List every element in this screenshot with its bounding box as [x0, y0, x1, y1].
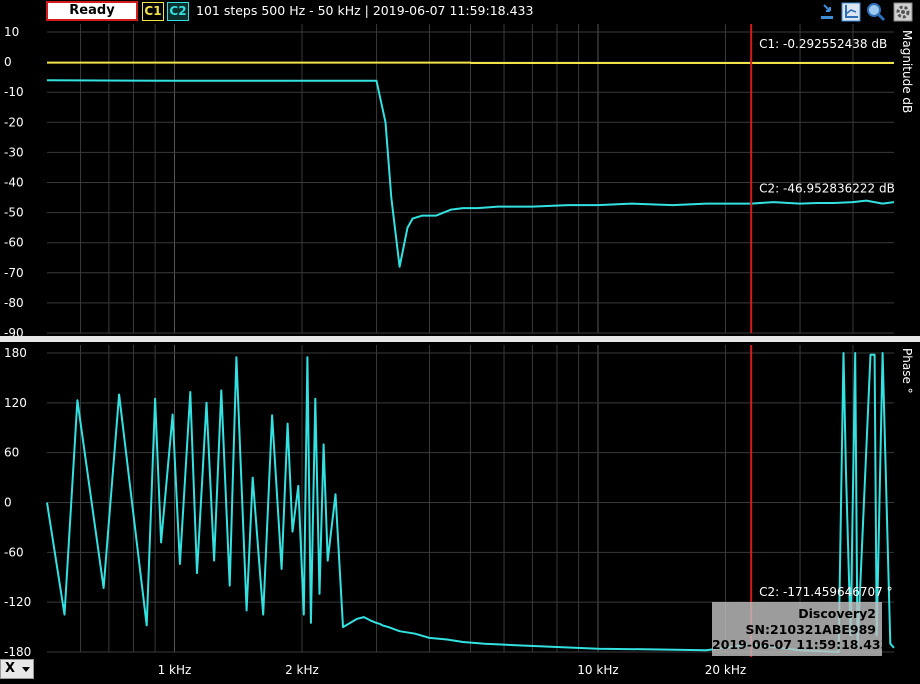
- phase-y-tick-label: -120: [4, 595, 31, 609]
- phase-cursor-readout: C2: -171.459646707 °: [759, 585, 892, 599]
- magnitude-y-tick-labels: 100-10-20-30-40-50-60-70-80-90: [4, 25, 24, 340]
- magnitude-y-tick-label: -70: [4, 266, 24, 280]
- phase-axis-label: Phase °: [900, 348, 914, 394]
- cursor-icon[interactable]: [817, 2, 837, 22]
- phase-y-tick-labels: 180 120 60 0 -60 -120 -180: [4, 346, 31, 659]
- magnitude-axis-label: Magnitude dB: [900, 30, 914, 113]
- magnitude-cursor-readout: C2: -46.952836222 dB: [759, 182, 895, 196]
- x-axis-selector-label: X: [5, 661, 15, 676]
- device-serial: SN:210321ABE989: [712, 622, 876, 638]
- zoom-icon[interactable]: [866, 2, 886, 22]
- x-axis-selector[interactable]: X: [0, 659, 34, 679]
- magnitude-y-tick-label: -50: [4, 206, 24, 220]
- channel2-toggle[interactable]: C2: [167, 2, 189, 21]
- bode-plot-area[interactable]: 100-10-20-30-40-50-60-70-80-90 C1: -0.29…: [0, 24, 920, 680]
- x-tick-label: 1 kHz: [158, 663, 192, 677]
- magnitude-y-tick-label: -20: [4, 115, 24, 129]
- x-tick-label: 10 kHz: [577, 663, 618, 677]
- ready-button[interactable]: Ready: [46, 1, 138, 21]
- x-tick-label: 2 kHz: [285, 663, 319, 677]
- phase-y-tick-label: -180: [4, 645, 31, 659]
- device-info-overlay: Discovery2 SN:210321ABE989 2019-06-07 11…: [712, 602, 882, 656]
- phase-y-tick-label: 120: [4, 396, 27, 410]
- magnitude-y-tick-label: -10: [4, 85, 24, 99]
- device-timestamp: 2019-06-07 11:59:18.433: [712, 637, 876, 653]
- magnitude-cursor-readout: C1: -0.292552438 dB: [759, 37, 887, 51]
- magnitude-y-tick-label: -60: [4, 236, 24, 250]
- plot-splitter[interactable]: [0, 336, 920, 342]
- phase-y-tick-label: 180: [4, 346, 27, 360]
- x-axis-tick-labels: 1 kHz 2 kHz 10 kHz 20 kHz: [158, 663, 747, 677]
- magnitude-y-tick-label: -80: [4, 296, 24, 310]
- axis-icon[interactable]: [841, 2, 861, 22]
- sweep-status-text: 101 steps 500 Hz - 50 kHz | 2019-06-07 1…: [196, 3, 533, 18]
- phase-y-tick-label: 0: [4, 496, 12, 510]
- magnitude-y-tick-label: -40: [4, 176, 24, 190]
- device-name: Discovery2: [712, 606, 876, 622]
- magnitude-y-tick-label: -30: [4, 145, 24, 159]
- channel1-toggle[interactable]: C1: [142, 2, 164, 21]
- magnitude-y-tick-label: 10: [4, 25, 19, 39]
- toolbar: Ready C1 C2 101 steps 500 Hz - 50 kHz | …: [0, 0, 920, 24]
- chevron-down-icon: [22, 667, 30, 672]
- x-tick-label: 20 kHz: [705, 663, 746, 677]
- magnitude-y-tick-label: 0: [4, 55, 12, 69]
- settings-icon[interactable]: [893, 2, 913, 22]
- phase-y-tick-label: 60: [4, 446, 19, 460]
- magnitude-plot: 100-10-20-30-40-50-60-70-80-90 C1: -0.29…: [4, 24, 914, 340]
- phase-y-tick-label: -60: [4, 545, 24, 559]
